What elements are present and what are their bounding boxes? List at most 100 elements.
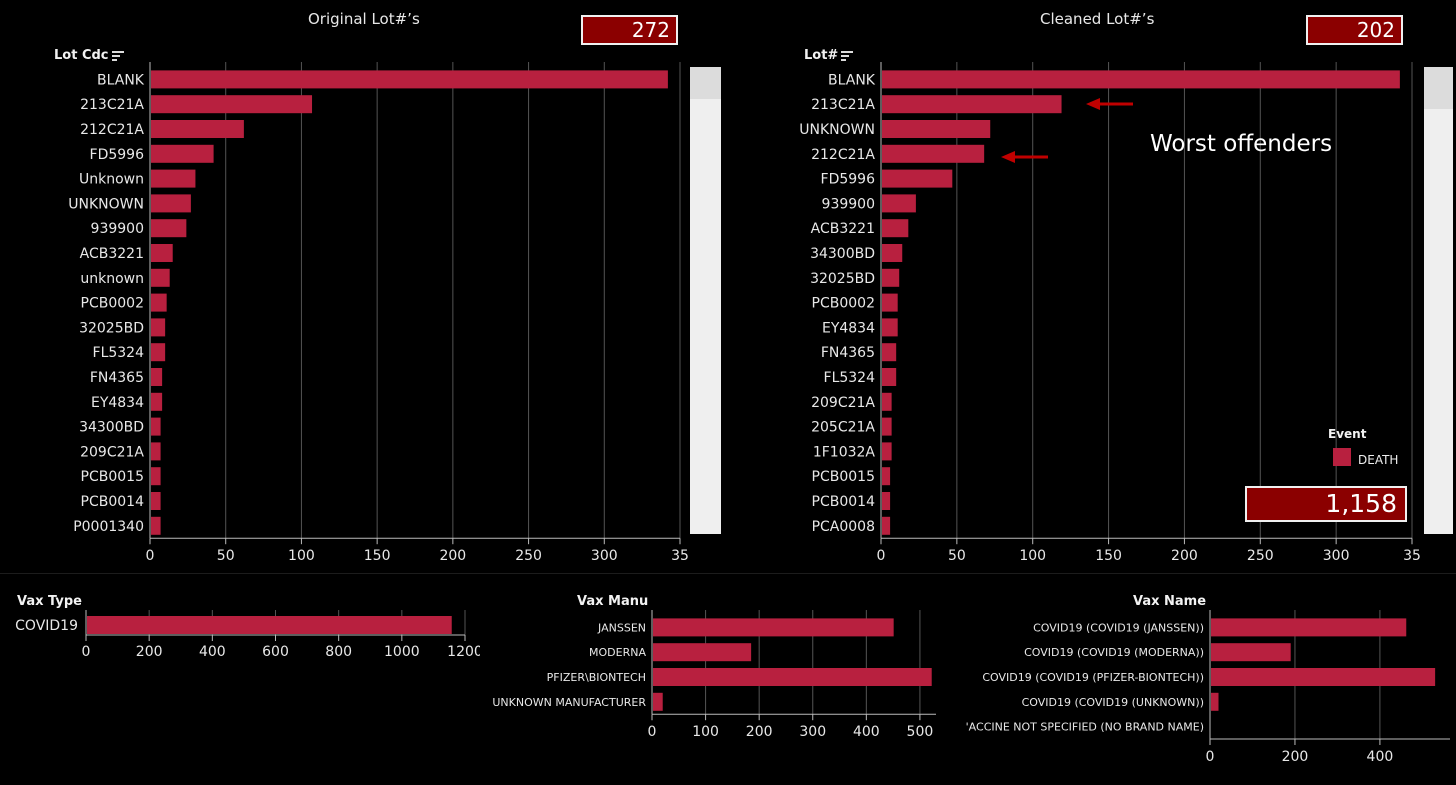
category-label[interactable]: 34300BD [810, 246, 875, 262]
bar[interactable] [882, 244, 903, 262]
cleaned-scrollbar[interactable] [1424, 67, 1453, 534]
original-scrollbar[interactable] [690, 67, 721, 534]
bar[interactable] [1211, 643, 1291, 662]
category-label[interactable]: UNKNOWN [799, 122, 875, 138]
bar[interactable] [151, 293, 167, 312]
category-label[interactable]: ACB3221 [811, 221, 875, 237]
vax-type-header[interactable]: Vax Type [17, 594, 82, 609]
bar[interactable] [882, 343, 897, 362]
filter-icon[interactable] [111, 50, 124, 61]
bar[interactable] [882, 392, 892, 411]
bar[interactable] [653, 643, 752, 662]
category-label[interactable]: P0001340 [73, 519, 144, 535]
category-label[interactable]: EY4834 [91, 395, 144, 411]
bar[interactable] [653, 618, 894, 637]
bar[interactable] [87, 616, 452, 634]
bar[interactable] [151, 219, 187, 238]
category-label[interactable]: PCB0014 [812, 494, 876, 510]
bar[interactable] [882, 144, 985, 163]
bar[interactable] [151, 95, 313, 114]
bar[interactable] [882, 318, 898, 337]
bar[interactable] [151, 442, 161, 461]
category-label[interactable]: JANSSEN [597, 621, 646, 634]
bar[interactable] [653, 668, 932, 686]
category-label[interactable]: PCB0014 [81, 494, 145, 510]
bar[interactable] [1211, 668, 1436, 686]
category-label[interactable]: 1F1032A [813, 444, 876, 460]
category-label[interactable]: COVID19 (COVID19 (PFIZER-BIONTECH)) [982, 671, 1204, 684]
category-label[interactable]: 212C21A [80, 122, 144, 138]
category-label[interactable]: FD5996 [90, 147, 145, 163]
category-label[interactable]: PCB0002 [812, 296, 875, 312]
bar[interactable] [882, 368, 897, 386]
category-label[interactable]: unknown [80, 271, 144, 287]
bar[interactable] [882, 95, 1062, 114]
category-label[interactable]: 213C21A [80, 97, 144, 113]
category-label[interactable]: Unknown [79, 172, 144, 188]
category-label[interactable]: PCB0002 [81, 296, 144, 312]
category-label[interactable]: UNKNOWN MANUFACTURER [492, 696, 646, 709]
bar[interactable] [151, 244, 173, 262]
category-label[interactable]: 209C21A [80, 444, 144, 460]
category-label[interactable]: COVID19 [15, 618, 78, 634]
category-label[interactable]: 'ACCINE NOT SPECIFIED (NO BRAND NAME) [966, 721, 1204, 734]
bar[interactable] [151, 516, 161, 535]
vax-name-header[interactable]: Vax Name [1133, 594, 1207, 609]
bar[interactable] [882, 120, 991, 138]
bar[interactable] [1211, 692, 1219, 711]
category-label[interactable]: 32025BD [79, 320, 144, 336]
bar[interactable] [882, 293, 898, 312]
bar[interactable] [151, 268, 170, 287]
cleaned-scrollbar-thumb[interactable] [1424, 67, 1453, 109]
bar[interactable] [882, 492, 891, 510]
category-label[interactable]: ACB3221 [80, 246, 144, 262]
original-row-header[interactable]: Lot Cdc [54, 48, 124, 63]
category-label[interactable]: 34300BD [79, 420, 144, 436]
bar[interactable] [882, 268, 900, 287]
bar[interactable] [882, 219, 909, 238]
bar[interactable] [151, 343, 166, 362]
category-label[interactable]: EY4834 [822, 320, 875, 336]
bar[interactable] [151, 194, 191, 213]
bar[interactable] [882, 467, 891, 486]
bar[interactable] [151, 368, 163, 386]
bar[interactable] [882, 516, 891, 535]
category-label[interactable]: COVID19 (COVID19 (MODERNA)) [1024, 646, 1204, 659]
vax-manu-header[interactable]: Vax Manu [577, 594, 649, 609]
bar[interactable] [653, 692, 663, 711]
category-label[interactable]: 209C21A [811, 395, 875, 411]
bar[interactable] [151, 169, 196, 188]
legend-swatch-death[interactable] [1333, 448, 1351, 466]
category-label[interactable]: PFIZER\BIONTECH [547, 671, 646, 684]
filter-icon[interactable] [841, 50, 854, 61]
category-label[interactable]: 213C21A [811, 97, 875, 113]
category-label[interactable]: COVID19 (COVID19 (JANSSEN)) [1033, 621, 1204, 634]
category-label[interactable]: FD5996 [821, 172, 876, 188]
bar[interactable] [151, 467, 161, 486]
category-label[interactable]: BLANK [828, 72, 876, 88]
bar[interactable] [151, 70, 668, 89]
category-label[interactable]: UNKNOWN [68, 196, 144, 212]
category-label[interactable]: 205C21A [811, 420, 875, 436]
category-label[interactable]: 212C21A [811, 147, 875, 163]
bar[interactable] [151, 144, 214, 163]
cleaned-row-header[interactable]: Lot# [804, 48, 854, 63]
bar[interactable] [1211, 618, 1407, 637]
bar[interactable] [882, 70, 1400, 89]
category-label[interactable]: PCB0015 [81, 469, 144, 485]
bar[interactable] [151, 492, 161, 510]
category-label[interactable]: MODERNA [589, 646, 646, 659]
bar[interactable] [151, 120, 244, 138]
category-label[interactable]: PCB0015 [812, 469, 875, 485]
category-label[interactable]: PCA0008 [812, 519, 875, 535]
category-label[interactable]: BLANK [97, 72, 145, 88]
category-label[interactable]: FL5324 [93, 345, 145, 361]
bar[interactable] [882, 169, 953, 188]
bar[interactable] [151, 417, 161, 436]
category-label[interactable]: 939900 [822, 196, 875, 212]
category-label[interactable]: 939900 [91, 221, 144, 237]
category-label[interactable]: FL5324 [824, 370, 876, 386]
category-label[interactable]: FN4365 [90, 370, 144, 386]
bar[interactable] [882, 442, 892, 461]
category-label[interactable]: FN4365 [821, 345, 875, 361]
